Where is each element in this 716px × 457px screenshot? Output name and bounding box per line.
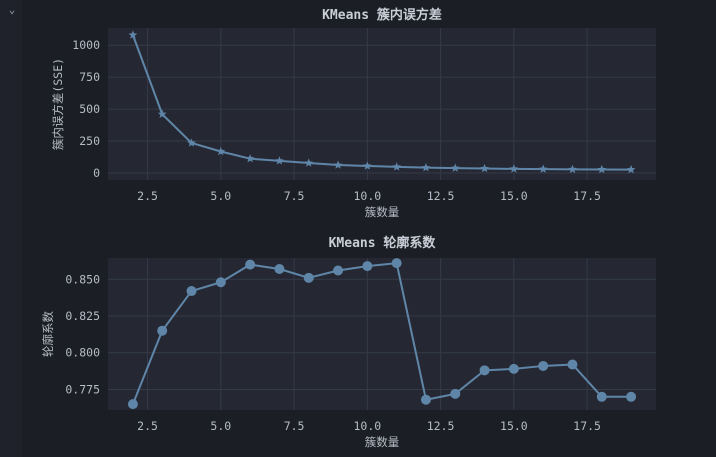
data-point xyxy=(186,286,197,297)
data-point xyxy=(187,138,196,147)
data-point xyxy=(303,272,314,283)
data-point xyxy=(626,165,636,174)
y-axis-label: 轮廓系数 xyxy=(41,311,55,357)
x-tick-label: 12.5 xyxy=(427,419,455,433)
data-point xyxy=(597,164,607,174)
y-tick-label: 1000 xyxy=(72,38,100,52)
data-point xyxy=(626,391,637,402)
data-point xyxy=(245,259,256,270)
data-point xyxy=(275,156,284,165)
data-point xyxy=(245,154,255,163)
data-point xyxy=(538,164,548,173)
data-point xyxy=(567,359,578,370)
plot-area xyxy=(108,28,656,180)
data-point xyxy=(157,325,168,336)
data-point xyxy=(157,109,167,118)
data-point xyxy=(128,30,138,39)
data-point xyxy=(420,394,431,405)
y-tick-label: 0.850 xyxy=(65,272,100,286)
data-point xyxy=(274,264,285,275)
x-tick-label: 12.5 xyxy=(427,189,455,203)
x-tick-label: 15.0 xyxy=(500,419,528,433)
y-tick-label: 0 xyxy=(93,166,100,180)
data-point xyxy=(480,163,489,173)
chevron-down-icon[interactable]: ⌄ xyxy=(8,3,16,16)
chart-panel-1: 2.5 5.0 7.5 10.0 12.5 15.0 17.5 0 250 500 750 1000 K… xyxy=(51,7,656,219)
data-point xyxy=(568,164,577,174)
data-point xyxy=(216,146,226,156)
x-tick-label: 5.0 xyxy=(210,189,231,203)
x-tick-label: 2.5 xyxy=(137,419,158,433)
x-axis-label: 簇数量 xyxy=(365,435,400,449)
data-point xyxy=(479,365,490,376)
x-tick-label: 10.0 xyxy=(353,419,381,433)
data-point xyxy=(333,265,344,276)
chart-panel-2: 2.5 5.0 7.5 10.0 12.5 15.0 17.5 0.775 0.800 0.825… xyxy=(41,235,656,449)
data-point xyxy=(362,261,373,272)
data-point xyxy=(304,158,314,167)
x-tick-label: 10.0 xyxy=(353,189,381,203)
data-point xyxy=(215,277,226,288)
x-tick-label: 7.5 xyxy=(284,419,305,433)
x-tick-label: 2.5 xyxy=(137,189,158,203)
left-gutter xyxy=(0,0,22,457)
x-tick-label: 5.0 xyxy=(210,419,231,433)
data-point xyxy=(362,161,372,170)
y-tick-label: 250 xyxy=(79,134,100,148)
data-point xyxy=(509,164,519,173)
x-tick-label: 17.5 xyxy=(573,189,601,203)
data-point xyxy=(421,163,431,172)
y-tick-label: 0.825 xyxy=(65,309,100,323)
data-point xyxy=(391,258,402,269)
series-line xyxy=(131,34,632,171)
data-point xyxy=(538,360,549,371)
data-point xyxy=(127,399,138,410)
y-tick-label: 750 xyxy=(79,70,100,84)
data-point xyxy=(333,160,343,169)
x-tick-label: 17.5 xyxy=(573,419,601,433)
y-axis-label: 簇内误方差(SSE) xyxy=(51,58,65,150)
data-point xyxy=(450,163,460,172)
data-point xyxy=(508,363,519,374)
chart-title: KMeans 轮廓系数 xyxy=(329,235,437,251)
y-tick-label: 0.800 xyxy=(65,346,100,360)
x-tick-label: 15.0 xyxy=(500,189,528,203)
data-point xyxy=(450,388,461,399)
data-point xyxy=(392,162,402,171)
y-tick-label: 0.775 xyxy=(65,382,100,396)
y-tick-label: 500 xyxy=(79,102,100,116)
plot-area xyxy=(108,258,656,410)
x-axis-label: 簇数量 xyxy=(365,205,400,219)
x-tick-label: 7.5 xyxy=(284,189,305,203)
data-point xyxy=(596,391,607,402)
chart-title: KMeans 簇内误方差 xyxy=(322,7,442,23)
